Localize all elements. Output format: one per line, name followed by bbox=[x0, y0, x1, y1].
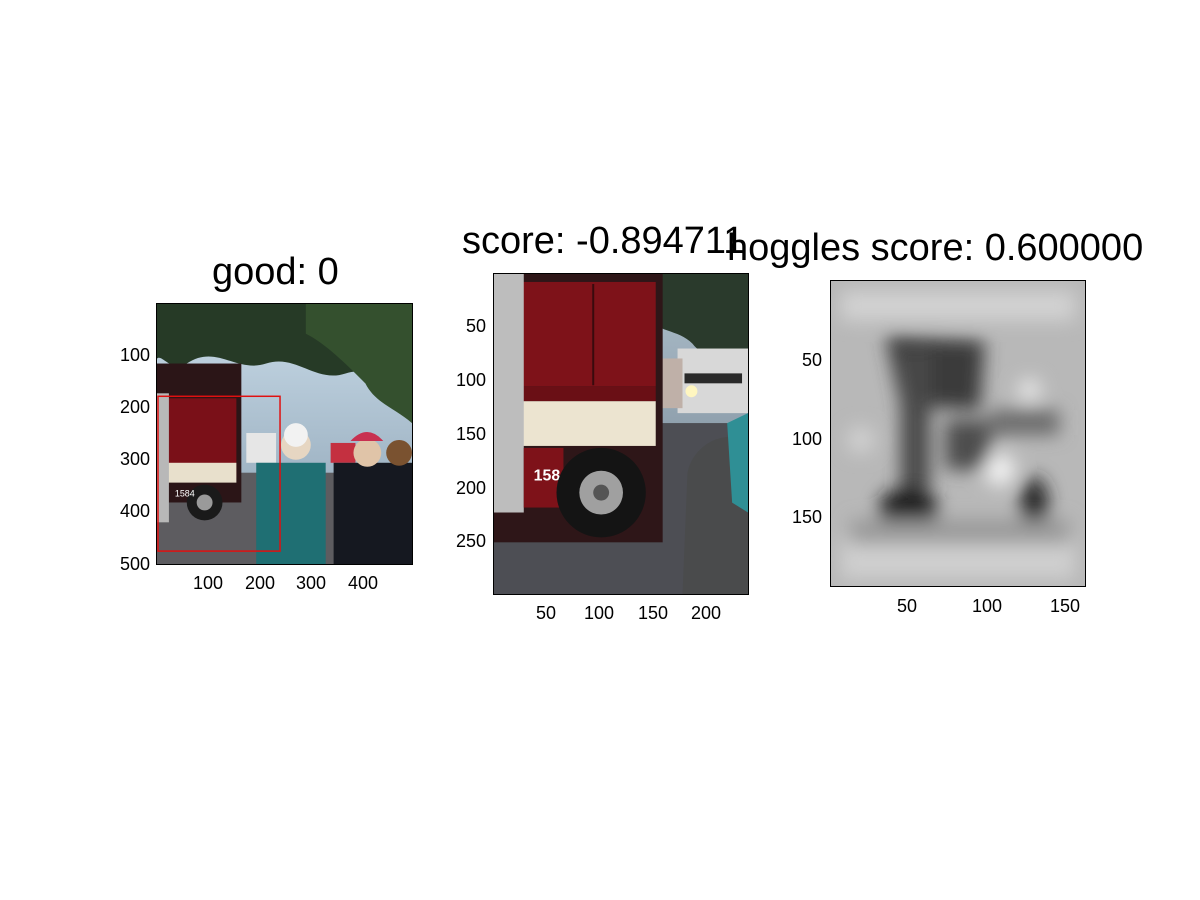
panel2-y-tick: 250 bbox=[455, 531, 486, 551]
panel2-y-tick: 100 bbox=[455, 370, 486, 390]
panel1-x-tick: 400 bbox=[347, 573, 379, 593]
panel1-y-tick: 100 bbox=[119, 345, 150, 365]
panel3-x-tick: 50 bbox=[896, 596, 918, 616]
panel2-x-tick: 100 bbox=[583, 603, 615, 623]
panel1-x-tick: 100 bbox=[192, 573, 224, 593]
panel2-y-tick: 150 bbox=[455, 424, 486, 444]
panel1-y-tick: 500 bbox=[119, 554, 150, 574]
panel1-y-tick: 400 bbox=[119, 501, 150, 521]
panel2-y-tick: 200 bbox=[455, 478, 486, 498]
panel3-y-tick: 100 bbox=[791, 429, 822, 449]
panel1-y-tick: 300 bbox=[119, 449, 150, 469]
panel3-x-tick: 150 bbox=[1049, 596, 1081, 616]
panel2-axes: 1584 bbox=[493, 273, 749, 595]
panel2-x-tick: 50 bbox=[535, 603, 557, 623]
panel3-axes bbox=[830, 280, 1086, 587]
panel1-axes: 1584 bbox=[156, 303, 413, 565]
panel1-photo: 1584 bbox=[157, 304, 412, 564]
panel1-x-tick: 300 bbox=[295, 573, 327, 593]
panel2-title: score: -0.894711 bbox=[462, 220, 745, 262]
panel1-x-tick: 200 bbox=[244, 573, 276, 593]
panel2-y-tick: 50 bbox=[465, 316, 486, 336]
panel3-title: hoggles score: 0.600000 bbox=[727, 227, 1144, 269]
panel2-x-tick: 200 bbox=[690, 603, 722, 623]
panel1-truck-number: 1584 bbox=[175, 489, 195, 499]
panel1-title: good: 0 bbox=[212, 251, 339, 293]
panel2-x-tick: 150 bbox=[637, 603, 669, 623]
panel3-y-tick: 150 bbox=[791, 507, 822, 527]
panel3-hog-visualization bbox=[831, 281, 1085, 586]
panel3-x-tick: 100 bbox=[971, 596, 1003, 616]
panel3-y-tick: 50 bbox=[801, 350, 822, 370]
panel2-photo: 1584 bbox=[494, 274, 748, 594]
panel1-y-tick: 200 bbox=[119, 397, 150, 417]
